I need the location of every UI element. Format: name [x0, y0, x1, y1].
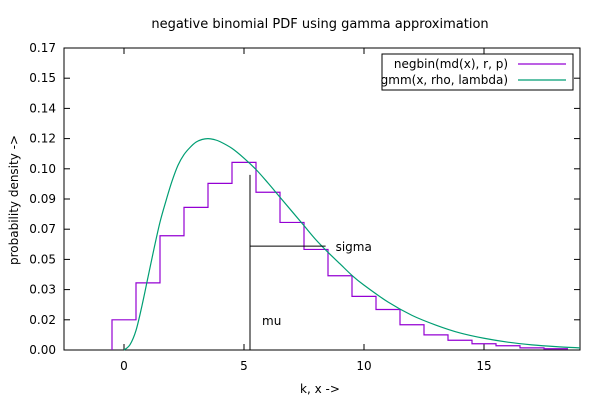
legend-box: [381, 53, 574, 91]
legend-label-gmm: gmm(x, rho, lambda): [381, 73, 508, 87]
chart-title: negative binomial PDF using gamma approx…: [151, 17, 488, 32]
y-tick-label: 0.00: [29, 343, 56, 357]
x-tick-label: 10: [356, 359, 371, 373]
legend-label-negbin: negbin(md(x), r, p): [394, 57, 508, 71]
y-tick-label: 0.07: [29, 222, 56, 236]
mu-annotation-label: mu: [262, 314, 281, 328]
y-tick-label: 0.09: [29, 192, 56, 206]
sigma-annotation-label: sigma: [336, 240, 372, 254]
x-axis-label: k, x ->: [300, 382, 340, 396]
x-tick-label: 5: [240, 359, 248, 373]
y-axis-label: probability density ->: [7, 135, 21, 265]
y-tick-label: 0.02: [29, 313, 56, 327]
y-tick-label: 0.10: [29, 162, 56, 176]
plot-area-border: [63, 47, 581, 351]
y-tick-label: 0.15: [29, 71, 56, 85]
gamma-curve-series: [123, 137, 581, 351]
y-tick-label: 0.03: [29, 283, 56, 297]
y-tick-label: 0.17: [29, 41, 56, 55]
y-tick-label: 0.14: [29, 101, 56, 115]
y-tick-label: 0.12: [29, 132, 56, 146]
y-tick-label: 0.05: [29, 252, 56, 266]
x-tick-label: 0: [120, 359, 128, 373]
x-tick-label: 15: [476, 359, 491, 373]
legend: negbin(md(x), r, p) gmm(x, rho, lambda): [381, 53, 574, 91]
negbin-step-series: [111, 161, 568, 350]
